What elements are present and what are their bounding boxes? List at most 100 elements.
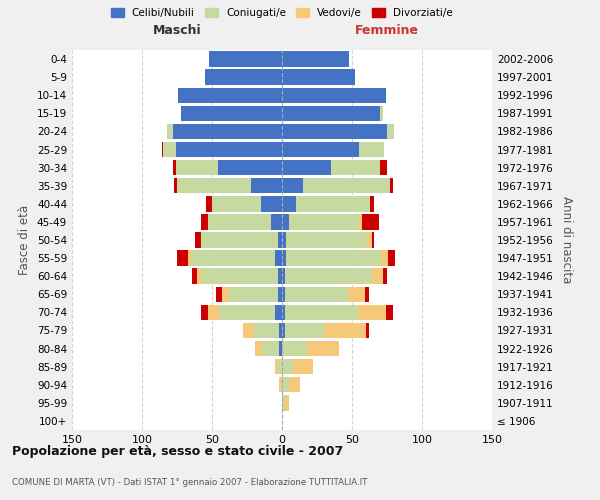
- Bar: [177, 178, 251, 194]
- Bar: [201, 214, 208, 230]
- Bar: [289, 214, 359, 230]
- Bar: [282, 160, 331, 176]
- Bar: [282, 323, 285, 338]
- Bar: [209, 52, 282, 66]
- Bar: [176, 160, 218, 176]
- Bar: [371, 232, 374, 248]
- Bar: [178, 88, 282, 103]
- Bar: [383, 268, 387, 284]
- Bar: [163, 142, 176, 157]
- Bar: [216, 286, 222, 302]
- Bar: [278, 286, 282, 302]
- Bar: [282, 142, 359, 157]
- Bar: [282, 70, 355, 85]
- Y-axis label: Fasce di età: Fasce di età: [19, 205, 31, 275]
- Bar: [359, 142, 384, 157]
- Bar: [358, 304, 386, 320]
- Bar: [390, 178, 392, 194]
- Bar: [174, 178, 177, 194]
- Bar: [285, 304, 358, 320]
- Bar: [282, 124, 387, 139]
- Bar: [256, 341, 262, 356]
- Bar: [212, 196, 261, 212]
- Bar: [366, 323, 369, 338]
- Bar: [278, 359, 282, 374]
- Bar: [282, 359, 293, 374]
- Bar: [205, 70, 282, 85]
- Bar: [201, 232, 278, 248]
- Bar: [386, 304, 392, 320]
- Bar: [303, 178, 390, 194]
- Bar: [282, 377, 289, 392]
- Bar: [201, 268, 278, 284]
- Bar: [388, 250, 395, 266]
- Bar: [282, 196, 296, 212]
- Bar: [173, 160, 176, 176]
- Bar: [359, 214, 362, 230]
- Bar: [365, 286, 369, 302]
- Bar: [279, 377, 281, 392]
- Bar: [285, 286, 348, 302]
- Bar: [271, 214, 282, 230]
- Bar: [286, 232, 367, 248]
- Bar: [382, 250, 388, 266]
- Bar: [275, 304, 282, 320]
- Bar: [254, 323, 279, 338]
- Bar: [370, 196, 374, 212]
- Bar: [208, 214, 271, 230]
- Bar: [285, 395, 289, 410]
- Bar: [218, 160, 282, 176]
- Bar: [285, 268, 371, 284]
- Bar: [177, 250, 188, 266]
- Bar: [161, 142, 163, 157]
- Bar: [201, 304, 208, 320]
- Text: Maschi: Maschi: [152, 24, 202, 38]
- Bar: [243, 323, 254, 338]
- Bar: [282, 395, 285, 410]
- Bar: [282, 106, 380, 121]
- Bar: [195, 232, 201, 248]
- Bar: [387, 124, 394, 139]
- Bar: [176, 142, 282, 157]
- Bar: [282, 232, 286, 248]
- Bar: [251, 178, 282, 194]
- Legend: Celibi/Nubili, Coniugati/e, Vedovi/e, Divorziati/e: Celibi/Nubili, Coniugati/e, Vedovi/e, Di…: [107, 4, 457, 22]
- Bar: [367, 232, 371, 248]
- Bar: [279, 323, 282, 338]
- Bar: [282, 214, 289, 230]
- Bar: [208, 304, 219, 320]
- Bar: [229, 286, 278, 302]
- Bar: [293, 359, 313, 374]
- Bar: [285, 323, 324, 338]
- Y-axis label: Anni di nascita: Anni di nascita: [560, 196, 573, 284]
- Bar: [188, 250, 191, 266]
- Bar: [324, 323, 366, 338]
- Text: Popolazione per età, sesso e stato civile - 2007: Popolazione per età, sesso e stato civil…: [12, 445, 343, 458]
- Text: COMUNE DI MARTA (VT) - Dati ISTAT 1° gennaio 2007 - Elaborazione TUTTITALIA.IT: COMUNE DI MARTA (VT) - Dati ISTAT 1° gen…: [12, 478, 367, 487]
- Bar: [371, 268, 383, 284]
- Bar: [282, 341, 307, 356]
- Bar: [281, 377, 282, 392]
- Bar: [282, 52, 349, 66]
- Bar: [282, 88, 386, 103]
- Bar: [296, 196, 370, 212]
- Bar: [193, 268, 197, 284]
- Bar: [275, 359, 278, 374]
- Text: Femmine: Femmine: [355, 24, 419, 38]
- Bar: [191, 250, 275, 266]
- Bar: [181, 106, 282, 121]
- Bar: [279, 341, 282, 356]
- Bar: [167, 124, 173, 139]
- Bar: [275, 250, 282, 266]
- Bar: [197, 268, 201, 284]
- Bar: [219, 304, 275, 320]
- Bar: [278, 232, 282, 248]
- Bar: [282, 304, 285, 320]
- Bar: [282, 178, 303, 194]
- Bar: [380, 106, 383, 121]
- Bar: [278, 268, 282, 284]
- Bar: [380, 160, 387, 176]
- Bar: [282, 268, 285, 284]
- Bar: [331, 160, 380, 176]
- Bar: [362, 214, 379, 230]
